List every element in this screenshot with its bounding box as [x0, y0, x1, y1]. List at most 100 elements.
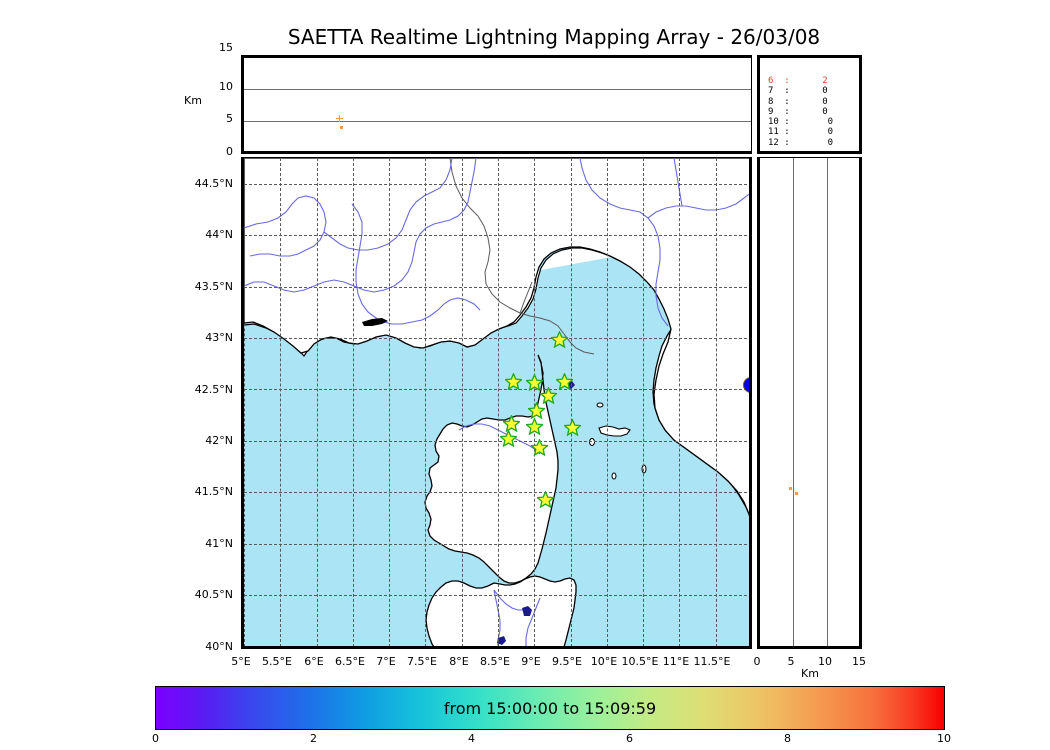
islet-pianosa	[596, 402, 604, 408]
colorbar-label: from 15:00:00 to 15:09:59	[443, 698, 657, 718]
colorbar-tick-2: 2	[310, 732, 317, 745]
tick-lat-44: 44°N	[205, 228, 233, 241]
gridline-lon-10.5	[643, 158, 645, 646]
counter-count: 0	[822, 106, 828, 117]
counter-sep: :	[784, 117, 790, 128]
tick-lon-10.5: 10.5°E	[621, 655, 659, 668]
altitude-latitude-panel[interactable]	[757, 157, 862, 649]
tick-lon-11.5: 11.5°E	[693, 655, 731, 668]
counter-row: 7 : 0	[768, 86, 833, 96]
tick-km-0: 0	[753, 655, 761, 668]
station-marker[interactable]	[551, 330, 569, 348]
station-marker[interactable]	[564, 419, 582, 437]
gridline-alt-10	[244, 89, 751, 90]
page-title: SAETTA Realtime Lightning Mapping Array …	[287, 25, 821, 49]
islet-montecristo	[611, 472, 617, 480]
counter-station: 7	[768, 86, 774, 97]
tick-lon-5.5: 5.5°E	[262, 655, 292, 668]
flash-point	[789, 486, 793, 490]
gridline-lon-6.5	[352, 158, 354, 646]
gridline-lon-11.5	[715, 158, 717, 646]
station-marker[interactable]	[530, 438, 548, 456]
station-counter-panel[interactable]: 6 : 2 7 : 0 8 : 0 9 : 0 10 : 0 11 : 0 12…	[757, 55, 862, 154]
counter-station: 10	[768, 117, 779, 128]
counter-station: 6	[768, 76, 774, 86]
station-marker[interactable]	[539, 387, 557, 405]
colorbar-tick-6: 6	[626, 732, 633, 745]
colorbar-tick-10: 10	[937, 732, 951, 745]
tick-alt-5: 5	[226, 112, 233, 125]
counter-sep: :	[784, 96, 790, 107]
coast-detail-camargue	[362, 318, 388, 326]
islet-capraia	[589, 438, 595, 446]
gridline-lat-44.5	[244, 183, 749, 185]
counter-sep: :	[784, 106, 790, 117]
station-marker[interactable]	[502, 415, 520, 432]
counter-row: 11 : 0	[768, 127, 833, 137]
colorbar-gradient	[155, 686, 945, 730]
tick-lat-42: 42°N	[205, 434, 233, 447]
coastline-corsica	[424, 354, 559, 584]
counter-station: 11	[768, 127, 779, 138]
counter-row: 6 : 2	[768, 76, 833, 86]
tick-lon-8: 8°E	[449, 655, 469, 668]
station-marker[interactable]	[525, 373, 543, 391]
tick-lon-6: 6°E	[304, 655, 324, 668]
gridline-lat-42	[244, 440, 749, 442]
counter-count: 2	[822, 76, 828, 86]
axis-label-altitude: Km	[184, 94, 202, 107]
counter-count: 0	[827, 137, 834, 148]
tick-lat-40: 40°N	[205, 640, 233, 653]
colorbar-tick-0: 0	[152, 732, 159, 745]
coastline-elba	[598, 425, 631, 437]
colorbar-tick-4: 4	[468, 732, 475, 745]
tick-lat-40.5: 40.5°N	[194, 588, 233, 601]
gridline-lon-5.5	[280, 158, 282, 646]
tick-alt-10: 10	[219, 80, 233, 93]
altitude-time-panel[interactable]	[241, 55, 752, 154]
station-marker[interactable]	[499, 430, 517, 448]
counter-row: 10 : 0	[768, 117, 833, 127]
tick-lon-9.5: 9.5°E	[552, 655, 582, 668]
tick-lon-10: 10°E	[590, 655, 618, 668]
counter-count: 0	[827, 117, 834, 128]
tick-lon-7.5: 7.5°E	[407, 655, 437, 668]
counter-station: 12	[768, 137, 779, 148]
tick-km-15: 15	[852, 655, 866, 668]
station-marker[interactable]	[536, 491, 554, 508]
flash-point	[335, 114, 343, 122]
station-marker[interactable]	[504, 372, 522, 390]
gridline-lon-9.5	[570, 158, 572, 646]
tick-lat-43: 43°N	[205, 331, 233, 344]
tick-lat-43.5: 43.5°N	[194, 280, 233, 293]
gridline-lat-41	[244, 543, 749, 545]
gridline-lat-42.5	[244, 389, 749, 391]
tick-alt-15: 15	[219, 41, 233, 54]
station-counter-list: 6 : 2 7 : 0 8 : 0 9 : 0 10 : 0 11 : 0 12…	[768, 76, 833, 148]
coastline-sardinia	[425, 575, 577, 646]
time-colorbar[interactable]: from 15:00:00 to 15:09:59 0 2 4 6 8 10	[152, 686, 951, 745]
gridline-lat-43	[244, 338, 749, 339]
tick-km-10: 10	[818, 655, 832, 668]
counter-count: 0	[822, 86, 828, 97]
counter-row: 12 : 0	[768, 138, 833, 148]
station-marker[interactable]	[525, 418, 543, 436]
station-marker[interactable]	[528, 401, 545, 419]
gridline-km-5	[793, 158, 794, 646]
gridline-lat-43.5	[244, 286, 749, 288]
gridline-lon-10	[606, 158, 608, 646]
station-marker[interactable]	[556, 372, 574, 390]
lightning-map-panel[interactable]	[241, 157, 752, 649]
tick-lat-44.5: 44.5°N	[194, 177, 233, 190]
tick-alt-0: 0	[226, 145, 233, 158]
gridline-lon-7	[389, 158, 391, 646]
gridline-lat-44	[244, 235, 749, 237]
gridline-lon-5	[244, 158, 245, 646]
gridline-lon-7.5	[425, 158, 427, 646]
counter-sep: :	[784, 76, 790, 86]
map-geography	[244, 158, 749, 646]
gridline-lon-8.5	[498, 158, 499, 646]
flash-point	[794, 491, 798, 495]
tick-lon-11: 11°E	[662, 655, 690, 668]
